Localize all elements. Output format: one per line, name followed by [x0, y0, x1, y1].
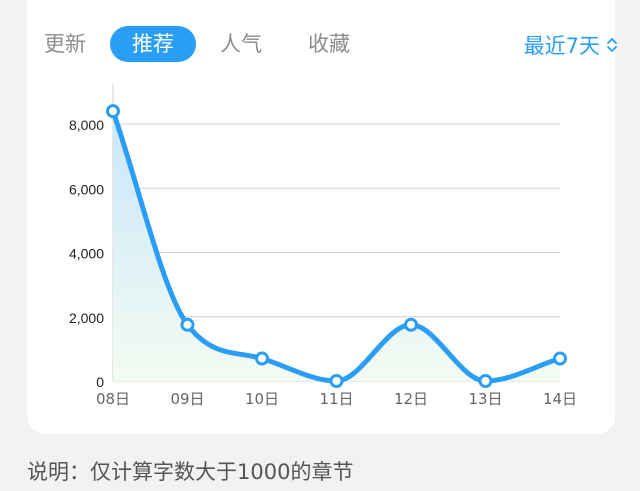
- x-tick-label: 13日: [468, 390, 502, 408]
- category-tabs: 更新 推荐 人气 收藏: [44, 26, 374, 62]
- tab-update[interactable]: 更新: [44, 32, 86, 56]
- x-tick-label: 14日: [543, 390, 577, 408]
- updown-chevron-icon: [607, 38, 617, 52]
- x-tick-label: 12日: [394, 390, 428, 408]
- x-tick-label: 09日: [170, 390, 204, 408]
- data-point[interactable]: [180, 317, 195, 332]
- x-tick-label: 08日: [96, 390, 130, 408]
- tab-popularity[interactable]: 人气: [220, 32, 262, 56]
- footnote: 说明：仅计算字数大于1000的章节: [27, 460, 354, 484]
- x-tick-label: 11日: [319, 390, 353, 408]
- data-point[interactable]: [329, 374, 344, 388]
- date-range-label: 最近7天: [523, 34, 600, 58]
- x-tick-label: 10日: [245, 390, 279, 408]
- y-tick-label: 6,000: [69, 181, 104, 197]
- data-point[interactable]: [553, 351, 567, 366]
- y-tick-label: 0: [96, 374, 104, 390]
- data-point[interactable]: [404, 317, 418, 332]
- data-point[interactable]: [478, 374, 493, 388]
- y-tick-label: 8,000: [69, 117, 104, 133]
- data-point[interactable]: [106, 104, 120, 119]
- date-range-selector[interactable]: 最近7天: [524, 30, 618, 60]
- tab-favorites[interactable]: 收藏: [308, 32, 350, 56]
- y-tick-label: 2,000: [69, 310, 104, 326]
- tab-recommend[interactable]: 推荐: [110, 26, 196, 62]
- y-tick-label: 4,000: [69, 246, 104, 262]
- series-area: [113, 111, 560, 382]
- data-point[interactable]: [255, 351, 269, 366]
